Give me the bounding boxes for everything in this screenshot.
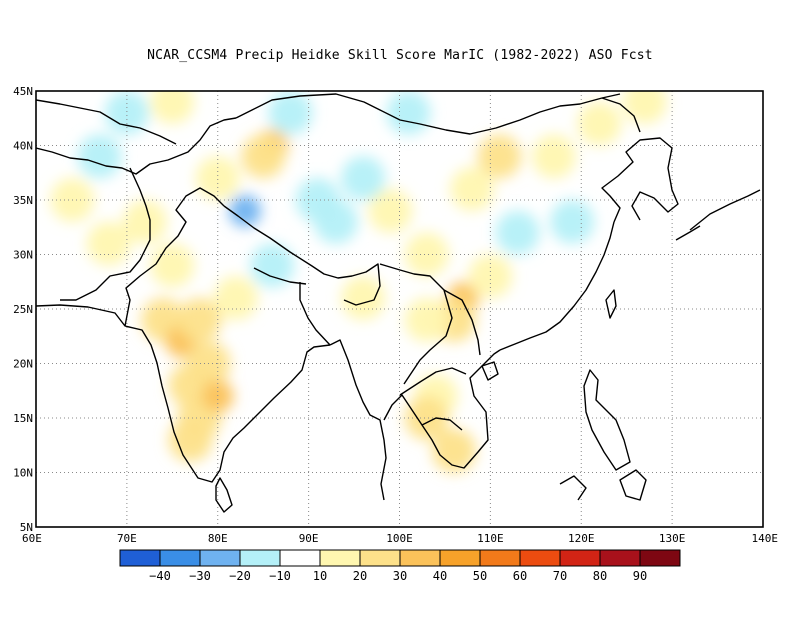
colorbar xyxy=(119,549,681,567)
colorbar-label: 90 xyxy=(633,569,647,583)
colorbar-swatch xyxy=(479,549,521,567)
anomaly-patch xyxy=(201,380,234,413)
anomaly-patch xyxy=(195,156,240,201)
colorbar-label: −30 xyxy=(189,569,211,583)
colorbar-swatch xyxy=(159,549,201,567)
anomaly-patch xyxy=(577,101,622,146)
lon-tick-label: 60E xyxy=(22,532,42,545)
lat-lon-grid xyxy=(36,91,763,527)
colorbar-swatch xyxy=(559,549,601,567)
chart-title: NCAR_CCSM4 Precip Heidke Skill Score Mar… xyxy=(147,48,653,63)
anomaly-patch xyxy=(550,199,595,244)
anomaly-patch xyxy=(531,134,576,179)
lat-tick-label: 30N xyxy=(13,249,33,262)
colorbar-label: −10 xyxy=(269,569,291,583)
lat-tick-label: 5N xyxy=(20,521,33,534)
colorbar-swatch xyxy=(599,549,641,567)
anomaly-patch xyxy=(386,91,431,135)
anomaly-patch xyxy=(404,396,449,440)
colorbar-swatch xyxy=(279,549,321,567)
colorbar-swatch xyxy=(359,549,401,567)
anomaly-patch xyxy=(104,91,149,135)
anomaly-patch xyxy=(368,188,413,233)
lon-tick-label: 90E xyxy=(299,532,319,545)
anomaly-patch xyxy=(341,156,386,201)
anomaly-patch xyxy=(622,91,667,124)
colorbar-label: 40 xyxy=(433,569,447,583)
anomaly-patch xyxy=(168,417,213,462)
colorbar-label: 30 xyxy=(393,569,407,583)
colorbar-label: −40 xyxy=(149,569,171,583)
anomaly-patch xyxy=(404,232,449,277)
lat-tick-label: 45N xyxy=(13,85,33,98)
lat-tick-label: 40N xyxy=(13,140,33,153)
colorbar-swatch xyxy=(399,549,441,567)
lon-tick-label: 120E xyxy=(568,532,595,545)
colorbar-label: 60 xyxy=(513,569,527,583)
coastlines xyxy=(36,93,761,513)
colorbar-swatch xyxy=(119,549,161,567)
colorbar-swatch xyxy=(239,549,281,567)
anomaly-patch xyxy=(432,428,477,473)
anomaly-patch xyxy=(495,210,540,255)
colorbar-swatch xyxy=(439,549,481,567)
anomaly-patch xyxy=(241,134,286,179)
colorbar-label: 70 xyxy=(553,569,567,583)
lat-tick-label: 20N xyxy=(13,358,33,371)
anomaly-patch xyxy=(250,243,295,288)
plot-frame xyxy=(35,90,764,528)
colorbar-swatch xyxy=(199,549,241,567)
lon-tick-label: 100E xyxy=(386,532,413,545)
anomaly-patch xyxy=(86,221,131,266)
anomaly-patch xyxy=(468,254,513,299)
colorbar-swatch xyxy=(639,549,681,567)
colorbar-swatch xyxy=(519,549,561,567)
lon-tick-label: 110E xyxy=(477,532,504,545)
lat-tick-label: 15N xyxy=(13,412,33,425)
lon-tick-label: 80E xyxy=(208,532,228,545)
colorbar-label: 50 xyxy=(473,569,487,583)
anomaly-patch xyxy=(404,297,449,342)
colorbar-label: 10 xyxy=(313,569,327,583)
colorbar-label: 20 xyxy=(353,569,367,583)
skill-score-field xyxy=(50,91,667,473)
anomaly-patch xyxy=(268,91,313,135)
anomaly-patch xyxy=(313,199,358,244)
anomaly-patch xyxy=(213,276,258,321)
colorbar-label: −20 xyxy=(229,569,251,583)
colorbar-label: 80 xyxy=(593,569,607,583)
anomaly-patch xyxy=(77,134,122,179)
lon-tick-label: 140E xyxy=(752,532,779,545)
lat-tick-label: 25N xyxy=(13,303,33,316)
anomaly-patch xyxy=(229,194,262,227)
anomaly-patch xyxy=(150,91,195,124)
lat-tick-label: 35N xyxy=(13,194,33,207)
lon-tick-label: 70E xyxy=(117,532,137,545)
anomaly-patch xyxy=(450,167,495,212)
lat-tick-label: 10N xyxy=(13,467,33,480)
anomaly-patch xyxy=(150,243,195,288)
anomaly-patch xyxy=(341,276,386,321)
lon-tick-label: 130E xyxy=(659,532,686,545)
anomaly-patch xyxy=(123,199,168,244)
colorbar-swatch xyxy=(319,549,361,567)
